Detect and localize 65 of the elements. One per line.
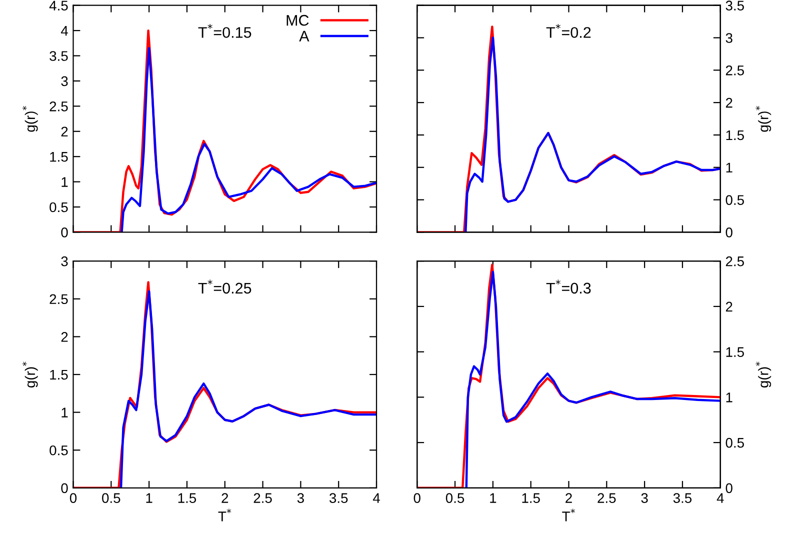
y-tick-label: 0.5 [50,445,68,456]
x-tick-label: 0 [70,493,77,503]
text: T$^{*}$=0.15 [198,24,252,38]
y2-tick-label: 3 [726,33,732,43]
y2-tick-label: 0 [726,483,732,494]
x-tick-label: 3 [297,493,304,503]
y2-tick-label: 0 [726,228,732,238]
y-tick-label: 3 [61,256,68,266]
y-tick-label: 4.5 [49,0,68,11]
y2-tick-label: 1 [726,392,732,402]
y-tick-label: 2 [61,126,68,136]
y-tick-label: 1 [62,408,68,418]
x-tick-label: 1.5 [178,493,196,503]
x-tick-label: 0.5 [446,493,464,503]
y2-tick-label: 2.5 [726,65,744,76]
y-tick-label: 3 [61,76,68,86]
line-series [120,47,377,232]
y2-tick-label: 0.5 [726,195,744,205]
legend-label: A [299,30,310,42]
x-tick-label: 1 [490,493,496,503]
x-tick-label: 3.5 [673,493,692,503]
y-tick-label: 0 [61,483,68,494]
y-axis-title: g(r)$^{*}$ [22,362,38,388]
x-tick-label: 2.5 [598,493,616,503]
x-axis-title: T$^{*}$ [218,508,232,522]
y-tick-label: 4 [60,26,68,36]
y2-tick-label: 2 [726,98,732,108]
text: T$^{*}$=0.2 [546,24,591,38]
y-tick-label: 3.5 [50,51,68,61]
line-series [465,270,720,488]
y2-tick-label: 3.5 [726,0,744,11]
y-tick-label: 2.5 [50,102,68,112]
y-tick-label: 0.5 [50,202,68,212]
y2-tick-label: 0.5 [726,438,744,448]
y2-tick-label: 2 [726,302,732,312]
x-tick-label: 2 [222,493,228,503]
y2-axis-title: g(r)$^{*}$ [756,362,772,388]
x-axis-title: T$^{*}$ [562,508,575,522]
y2-tick-label: 2.5 [726,256,744,266]
x-tick-label: 4 [716,493,724,503]
line-series [417,264,720,488]
y-tick-label: 1.5 [50,370,68,380]
x-tick-label: 0.5 [102,493,120,503]
legend-label: MC [286,14,309,26]
x-tick-label: 0 [414,493,420,503]
x-tick-label: 1.5 [522,493,540,503]
y-tick-label: 1.5 [50,152,68,162]
line-series [464,36,720,232]
x-tick-label: 4 [372,493,380,503]
x-tick-label: 2 [566,493,572,503]
x-tick-label: 2.5 [254,493,272,503]
y-tick-label: 0 [61,228,68,238]
x-tick-label: 3 [641,493,648,503]
y2-tick-label: 1.5 [726,130,744,140]
text: T$^{*}$=0.25 [198,280,252,294]
y-tick-label: 2.5 [50,294,68,304]
y2-axis-title: g(r)$^{*}$ [756,106,772,132]
y2-tick-label: 1 [726,162,732,172]
y2-tick-label: 1.5 [726,347,744,357]
y-tick-label: 1 [62,177,68,187]
y-axis-title: g(r)$^{*}$ [22,106,38,132]
y-tick-label: 2 [61,332,68,342]
x-tick-label: 3.5 [329,493,348,503]
x-tick-label: 1 [146,493,152,503]
text: T$^{*}$=0.3 [546,280,591,294]
